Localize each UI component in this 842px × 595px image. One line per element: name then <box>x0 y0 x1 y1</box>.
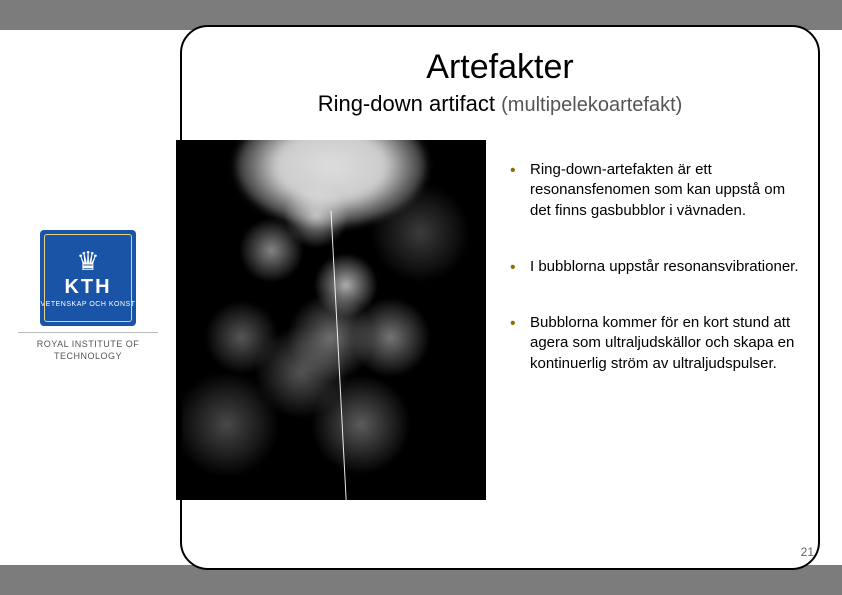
ultrasound-speckle <box>182 146 480 494</box>
kth-caption: ROYAL INSTITUTE OF TECHNOLOGY <box>18 332 158 362</box>
subtitle-paren: (multipelekoartefakt) <box>501 94 682 116</box>
bullet-item: I bubblorna uppstår resonansvibrationer. <box>510 257 810 277</box>
subtitle-main: Ring-down artifact <box>318 91 495 116</box>
ultrasound-inner <box>182 146 480 494</box>
ultrasound-image <box>176 140 486 500</box>
kth-logo-border <box>44 234 132 322</box>
slide-title: Artefakter <box>200 48 800 87</box>
kth-logo-block: ♛ KTH VETENSKAP OCH KONST ROYAL INSTITUT… <box>18 230 158 362</box>
bullet-item: Bubblorna kommer för en kort stund att a… <box>510 313 810 374</box>
bullet-item: Ring-down-artefakten är ett resonansfeno… <box>510 160 810 221</box>
bullet-list: Ring-down-artefakten är ett resonansfeno… <box>510 160 810 410</box>
slide-subtitle: Ring-down artifact (multipelekoartefakt) <box>200 91 800 117</box>
page-number: 21 <box>801 545 814 559</box>
title-area: Artefakter Ring-down artifact (multipele… <box>200 48 800 117</box>
kth-logo: ♛ KTH VETENSKAP OCH KONST <box>40 230 136 326</box>
